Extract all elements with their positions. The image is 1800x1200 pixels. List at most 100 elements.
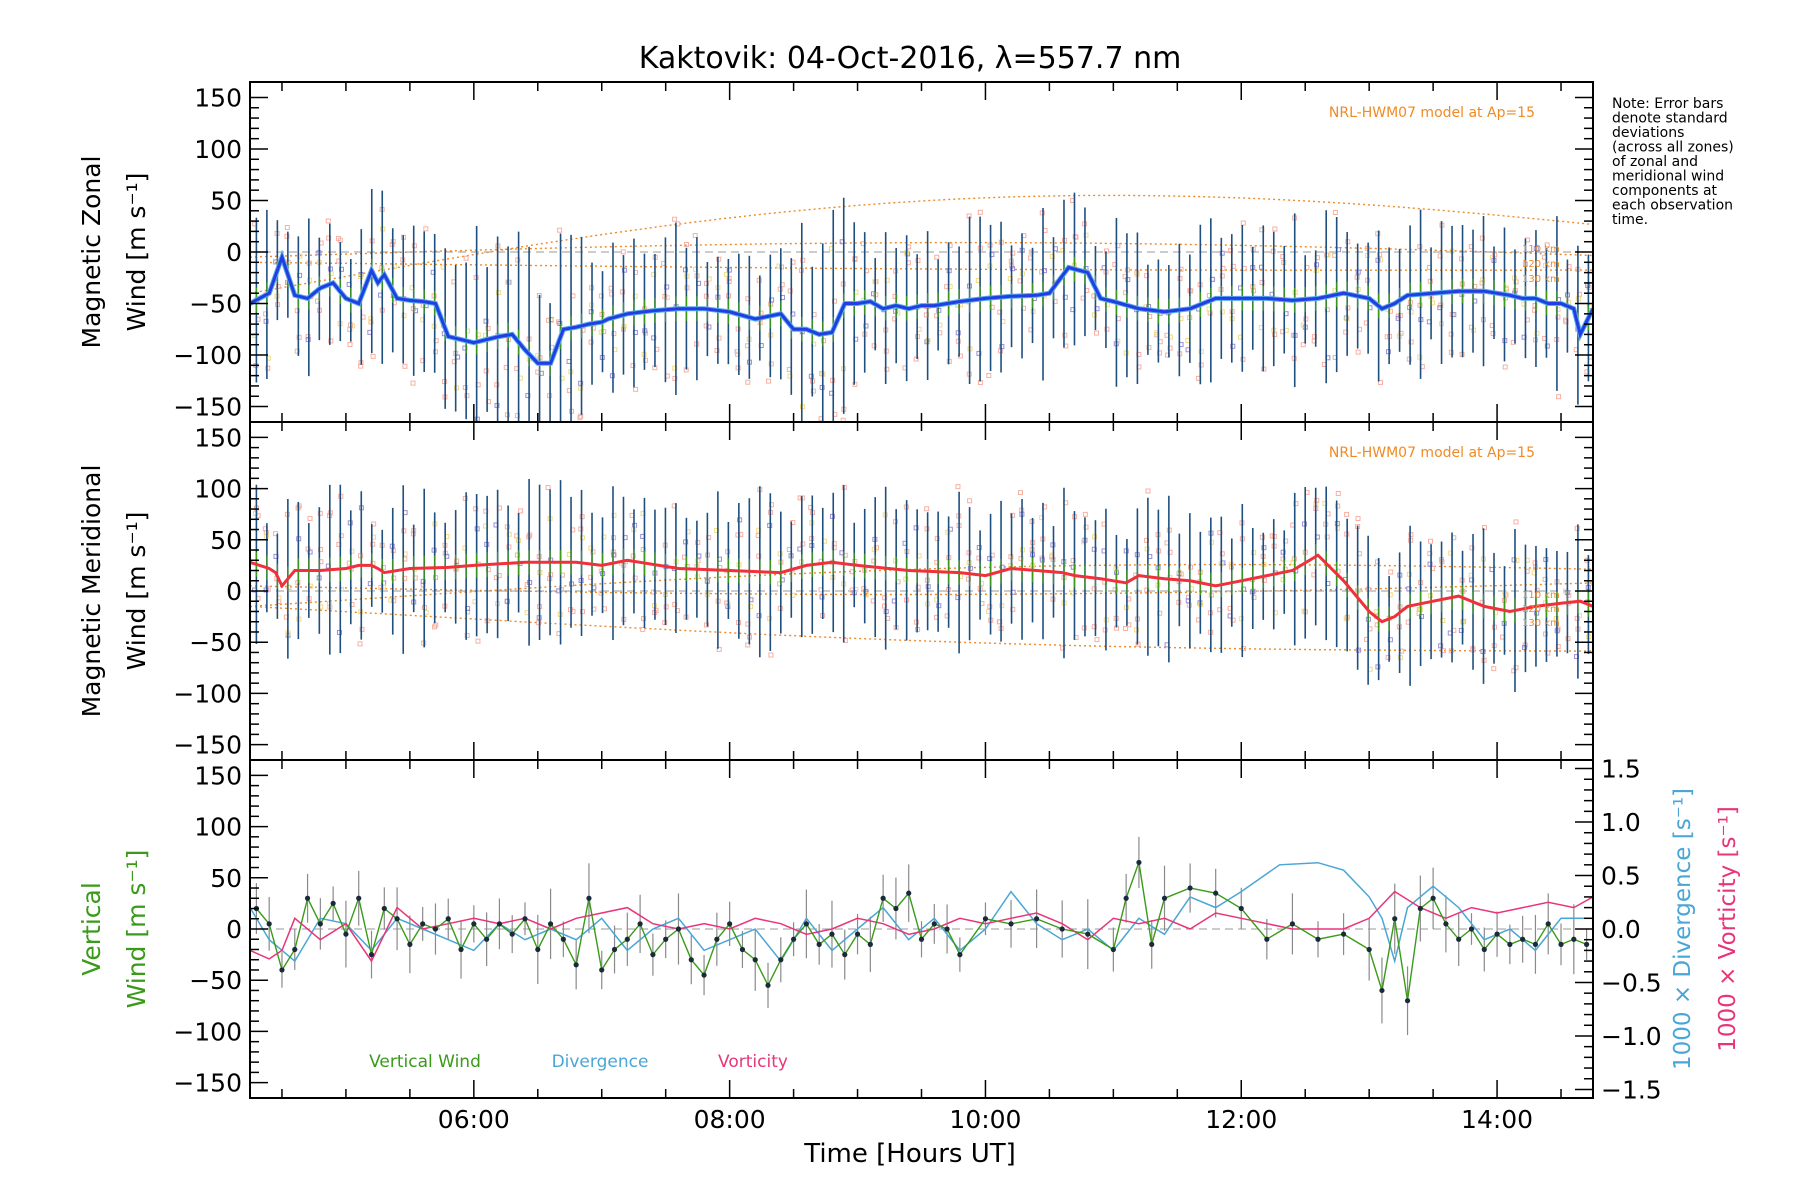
vertical-wind-point	[381, 905, 387, 912]
vertical-wind-point	[944, 926, 950, 932]
sample-point	[370, 541, 376, 547]
sample-point	[294, 308, 300, 314]
sample-point	[965, 576, 971, 582]
chart-title: Kaktovik: 04-Oct-2016, λ=557.7 nm	[639, 41, 1182, 76]
zonal-mean-halo	[250, 249, 1593, 366]
sample-point	[1125, 277, 1131, 283]
sample-point	[1417, 354, 1423, 360]
sample-point	[1238, 616, 1244, 622]
sample-point	[527, 470, 531, 474]
model-curve	[250, 605, 1593, 652]
vertical-wind-point	[509, 931, 515, 937]
vertical-wind-point	[343, 931, 349, 937]
y-tick-label: −50	[189, 290, 242, 319]
sample-point	[1261, 577, 1267, 583]
sample-point	[1355, 516, 1361, 522]
vertical-wind-point	[1161, 895, 1168, 901]
vertical-wind-point	[701, 972, 707, 978]
vertical-wind-point	[1379, 987, 1385, 994]
sample-point	[768, 652, 774, 658]
altitude-label: 110 km	[1522, 590, 1560, 601]
sample-point	[1230, 343, 1236, 349]
vertical-wind-point	[1571, 936, 1577, 942]
zonal-panel-plot	[250, 189, 1593, 474]
sample-point	[1219, 551, 1225, 557]
sample-point	[577, 415, 583, 421]
sample-point	[317, 510, 323, 516]
sample-point	[620, 289, 626, 295]
sample-point	[475, 638, 481, 644]
sample-point	[714, 348, 720, 354]
legend: Vertical Wind Divergence Vorticity	[369, 1052, 788, 1072]
vertical-wind-point	[765, 982, 771, 988]
sample-point	[1335, 503, 1341, 509]
sample-point	[1385, 654, 1391, 660]
sample-point	[349, 548, 355, 554]
sample-point	[716, 256, 722, 262]
sample-point	[766, 378, 772, 384]
vertical-wind-point	[1417, 905, 1423, 912]
sample-point	[558, 587, 564, 593]
vertical-wind-point	[1468, 926, 1475, 932]
y-tick-label: 0	[226, 915, 242, 944]
vertical-wind-point	[1213, 890, 1219, 896]
sample-point	[338, 533, 344, 539]
altitude-label: 120 km	[1522, 604, 1560, 615]
sample-point	[611, 512, 617, 518]
sample-point	[1293, 501, 1299, 507]
sample-point	[999, 344, 1005, 350]
sample-point	[1017, 490, 1023, 496]
y-tick-label: 150	[194, 423, 242, 452]
sample-point	[871, 546, 877, 552]
sample-point	[641, 615, 647, 621]
sample-point	[1010, 266, 1016, 272]
y2-tick-label: −1.0	[1601, 1022, 1662, 1051]
sample-point	[1062, 332, 1068, 338]
vertical-wind-point	[279, 967, 285, 973]
vertical-wind-point	[1520, 936, 1526, 942]
vertical-wind-point	[420, 921, 426, 927]
sample-point	[1428, 538, 1434, 544]
note-line: denote standard	[1612, 111, 1728, 127]
sample-point	[1408, 532, 1414, 538]
legend-vertical-wind: Vertical Wind	[369, 1052, 481, 1072]
y2-axis-label-divergence: 1000 × Divergence [s⁻¹]	[1670, 788, 1696, 1070]
sample-point	[1219, 250, 1225, 256]
sample-point	[401, 313, 407, 319]
sample-point	[1375, 231, 1381, 237]
vertical-wind-point	[816, 941, 822, 947]
sample-point	[275, 283, 281, 289]
y-tick-label: −150	[173, 731, 242, 760]
vertical-wind-point	[1289, 921, 1296, 927]
sample-point	[347, 326, 353, 332]
y2-axis-label-vorticity: 1000 × Vorticity [s⁻¹]	[1715, 806, 1741, 1052]
x-tick-label: 14:00	[1461, 1105, 1533, 1134]
sample-point	[1157, 350, 1163, 356]
sample-point	[1356, 647, 1362, 653]
vertical-wind-point	[1456, 936, 1462, 942]
sample-point	[1083, 232, 1089, 238]
sample-point	[1010, 512, 1016, 518]
sample-point	[884, 366, 890, 372]
model-curve	[250, 261, 1593, 271]
sample-point	[1324, 534, 1330, 540]
vertical-wind-point	[727, 921, 733, 927]
legend-divergence: Divergence	[552, 1052, 649, 1072]
model-curve	[250, 241, 1593, 258]
sample-point	[704, 281, 710, 287]
sample-point	[977, 209, 983, 215]
vertical-wind-point	[1034, 916, 1040, 922]
sample-point	[402, 363, 408, 369]
vertical-wind-point	[739, 946, 746, 953]
sample-point	[1438, 643, 1444, 649]
vertical-wind-point	[867, 941, 873, 947]
note-line: time.	[1612, 212, 1648, 228]
sample-point	[934, 536, 940, 542]
zonal-mean-line	[250, 252, 1593, 365]
vertical-wind-point	[573, 962, 579, 968]
sample-point	[871, 343, 877, 349]
sample-point	[357, 273, 363, 279]
vertical-wind-point	[854, 931, 861, 937]
vertical-wind-point	[407, 941, 413, 947]
vertical-wind-point	[1430, 895, 1436, 901]
